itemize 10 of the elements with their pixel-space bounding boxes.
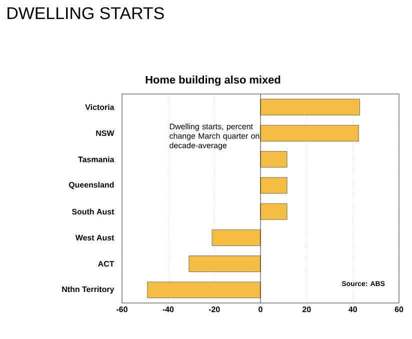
bar bbox=[260, 177, 288, 194]
bar bbox=[212, 229, 261, 246]
bar bbox=[260, 98, 360, 116]
chart-title: DWELLING STARTS bbox=[8, 7, 164, 20]
bar bbox=[188, 256, 261, 272]
bar bbox=[260, 151, 288, 168]
bar bbox=[260, 203, 288, 220]
bar bbox=[147, 282, 261, 298]
chart-subtitle: Home building also mixed bbox=[146, 76, 280, 86]
bar bbox=[260, 124, 359, 142]
